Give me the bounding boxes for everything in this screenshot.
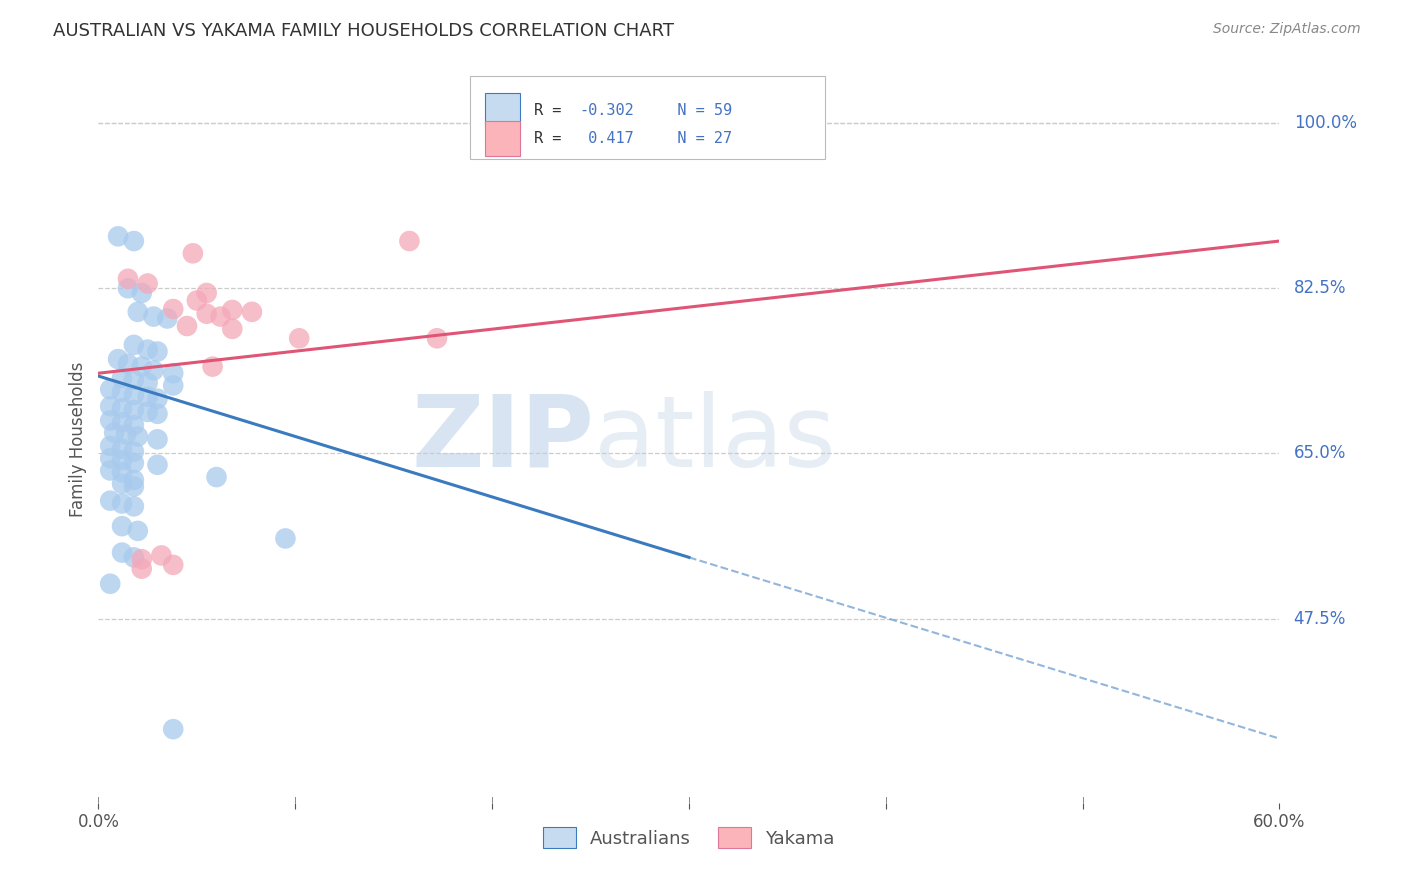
Point (98, 451, 121, 466)
Point (98, 493, 121, 508)
Text: Source: ZipAtlas.com: Source: ZipAtlas.com (1213, 22, 1361, 37)
Legend: Australians, Yakama: Australians, Yakama (536, 821, 842, 855)
Text: 65.0%: 65.0% (1294, 444, 1346, 462)
Point (111, 371, 134, 385)
Point (122, 388, 145, 402)
Point (98, 382, 121, 396)
Point (111, 442, 134, 456)
Bar (485, 121, 520, 156)
Point (111, 401, 134, 416)
Point (122, 444, 145, 458)
Text: 0.417: 0.417 (579, 131, 634, 146)
Point (111, 385, 134, 400)
Text: atlas: atlas (595, 391, 837, 488)
Point (122, 373, 145, 387)
Point (127, 429, 149, 443)
Point (201, 359, 224, 374)
Point (150, 549, 173, 563)
Text: 82.5%: 82.5% (1294, 279, 1346, 297)
Point (131, 562, 153, 576)
Text: -0.302: -0.302 (579, 103, 634, 119)
Text: 47.5%: 47.5% (1294, 610, 1346, 628)
Point (136, 390, 159, 404)
Point (146, 432, 169, 446)
Point (142, 310, 165, 324)
Point (146, 392, 169, 406)
Bar (485, 94, 520, 128)
Point (131, 359, 153, 374)
Point (221, 322, 243, 336)
Point (136, 376, 159, 390)
Point (117, 281, 139, 295)
Point (162, 558, 184, 572)
Point (111, 519, 134, 533)
Text: R =: R = (534, 131, 571, 146)
Point (111, 466, 134, 480)
Point (398, 234, 420, 248)
Point (122, 456, 145, 470)
Text: ZIP: ZIP (412, 391, 595, 488)
Point (111, 415, 134, 429)
Point (162, 301, 184, 316)
Point (426, 331, 449, 345)
Point (146, 344, 169, 359)
Point (186, 293, 208, 308)
Point (122, 479, 145, 493)
Point (111, 546, 134, 560)
Point (209, 310, 232, 324)
Point (288, 331, 311, 345)
Point (98, 413, 121, 427)
Point (156, 311, 179, 326)
Point (111, 476, 134, 491)
Point (127, 305, 149, 319)
Point (111, 496, 134, 510)
Point (117, 272, 139, 286)
Point (136, 405, 159, 419)
Y-axis label: Family Households: Family Households (69, 361, 87, 517)
Point (181, 246, 204, 260)
Point (122, 338, 145, 352)
Point (122, 500, 145, 514)
Text: R =: R = (534, 103, 571, 119)
Point (195, 307, 218, 321)
Point (122, 418, 145, 433)
Point (136, 343, 159, 357)
Point (136, 277, 159, 291)
Point (195, 285, 218, 300)
Point (162, 722, 184, 736)
FancyBboxPatch shape (471, 76, 825, 160)
Point (205, 470, 228, 484)
Point (122, 234, 145, 248)
Point (142, 363, 165, 377)
Point (103, 425, 125, 440)
Point (131, 552, 153, 566)
Point (131, 285, 153, 300)
Text: AUSTRALIAN VS YAKAMA FAMILY HOUSEHOLDS CORRELATION CHART: AUSTRALIAN VS YAKAMA FAMILY HOUSEHOLDS C… (53, 22, 675, 40)
Point (98, 576, 121, 591)
Text: N = 59: N = 59 (650, 103, 733, 119)
Point (122, 403, 145, 417)
Point (274, 532, 297, 546)
Point (98, 439, 121, 453)
Point (107, 229, 129, 244)
Point (117, 357, 139, 371)
Point (162, 378, 184, 392)
Point (122, 550, 145, 565)
Point (111, 453, 134, 467)
Point (146, 407, 169, 421)
Point (146, 458, 169, 472)
Text: N = 27: N = 27 (650, 131, 733, 146)
Point (98, 399, 121, 413)
Point (115, 427, 138, 442)
Point (221, 302, 243, 317)
Point (107, 352, 129, 367)
Point (162, 366, 184, 380)
Point (176, 318, 198, 333)
Text: 100.0%: 100.0% (1294, 114, 1357, 132)
Point (98, 463, 121, 477)
Point (127, 524, 149, 538)
Point (240, 305, 263, 319)
Point (122, 473, 145, 487)
